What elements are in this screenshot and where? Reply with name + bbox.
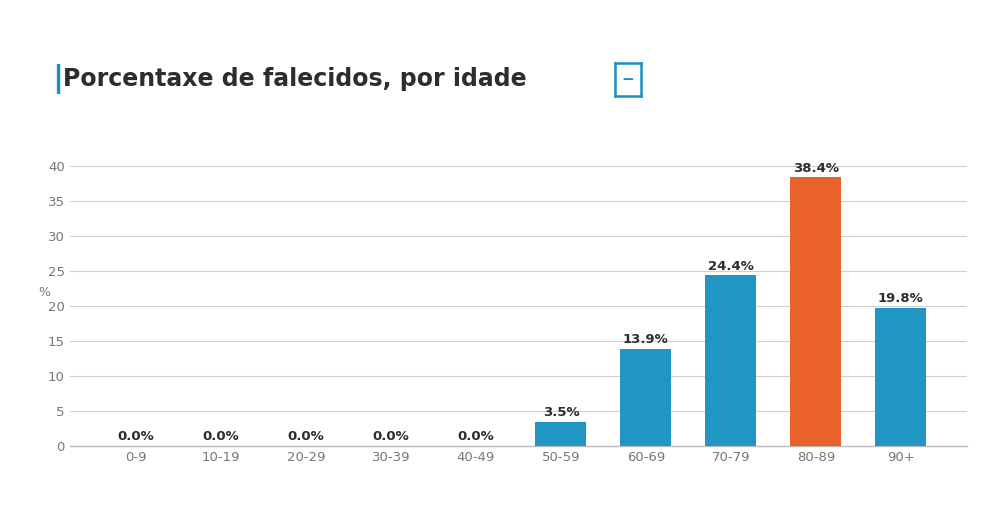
Text: 13.9%: 13.9% — [623, 334, 669, 346]
Text: 0.0%: 0.0% — [202, 430, 239, 443]
Text: 0.0%: 0.0% — [458, 430, 495, 443]
Text: −: − — [622, 73, 634, 87]
Text: 38.4%: 38.4% — [793, 162, 838, 175]
Text: 19.8%: 19.8% — [878, 292, 923, 305]
Text: 0.0%: 0.0% — [373, 430, 410, 443]
Bar — [706, 275, 757, 446]
Bar — [875, 308, 926, 446]
Text: 3.5%: 3.5% — [542, 406, 579, 419]
Text: Porcentaxe de falecidos, por idade: Porcentaxe de falecidos, por idade — [63, 66, 526, 91]
Y-axis label: %: % — [38, 286, 50, 299]
Text: |: | — [52, 63, 63, 94]
Text: 0.0%: 0.0% — [118, 430, 155, 443]
Text: 24.4%: 24.4% — [708, 260, 754, 273]
Bar — [791, 177, 841, 446]
Text: 0.0%: 0.0% — [288, 430, 324, 443]
Bar — [620, 349, 671, 446]
Bar — [535, 422, 586, 446]
